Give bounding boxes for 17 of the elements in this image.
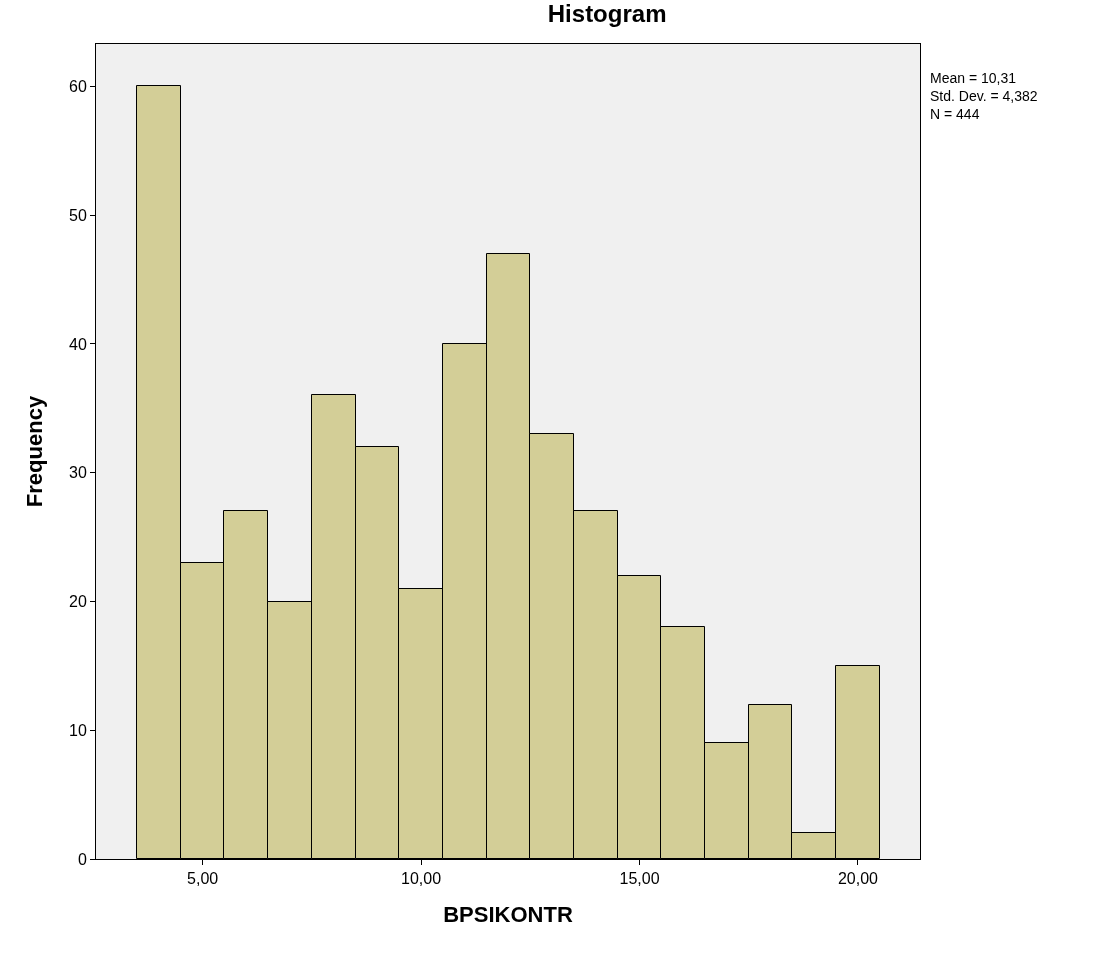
y-tick-label: 30 [69,464,87,482]
text: N = 444 [930,106,980,122]
x-tick-label: 15,00 [619,870,660,888]
text: Std. Dev. = 4,382 [930,88,1038,104]
x-axis-title: BPSIKONTR [443,902,573,928]
y-axis-title: Frequency [21,395,47,508]
y-tick-label: 40 [69,335,87,353]
x-tick-label: 20,00 [837,870,879,888]
y-tick-label: 50 [69,206,87,224]
x-tick-label: 10,00 [401,870,442,888]
text: Mean = 10,31 [930,70,1017,86]
y-tick-label: 10 [69,721,87,739]
chart-title: Histogram [547,0,667,27]
y-tick-label: 0 [77,850,87,868]
x-tick-label: 5,00 [187,870,219,888]
y-tick-label: 60 [69,78,87,96]
y-tick-label: 20 [69,593,87,611]
